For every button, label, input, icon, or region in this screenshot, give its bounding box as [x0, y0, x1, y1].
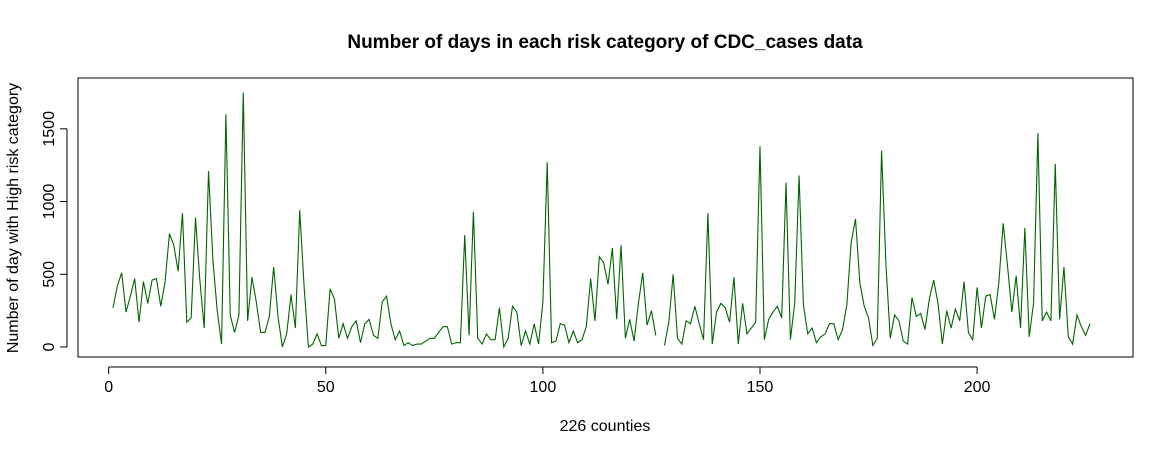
- x-tick-label: 200: [964, 379, 991, 396]
- x-axis: 0 50 100 150 200: [104, 366, 991, 396]
- x-tick-label: 0: [104, 379, 113, 396]
- y-tick-label: 0: [41, 342, 58, 351]
- y-axis-label: Number of day with High risk category: [5, 83, 22, 353]
- series-line: [112, 92, 1091, 349]
- x-tick-label: 50: [317, 379, 335, 396]
- x-axis-label: 226 counties: [560, 418, 651, 435]
- plot-area-frame: [77, 77, 1134, 358]
- y-tick-label: 1000: [41, 184, 58, 220]
- chart-title: Number of days in each risk category of …: [347, 32, 863, 53]
- y-axis: 0 500 1000 1500: [41, 111, 68, 351]
- x-tick-label: 100: [530, 379, 557, 396]
- y-tick-label: 500: [41, 261, 58, 288]
- y-tick-label: 1500: [41, 111, 58, 147]
- x-tick-label: 150: [747, 379, 774, 396]
